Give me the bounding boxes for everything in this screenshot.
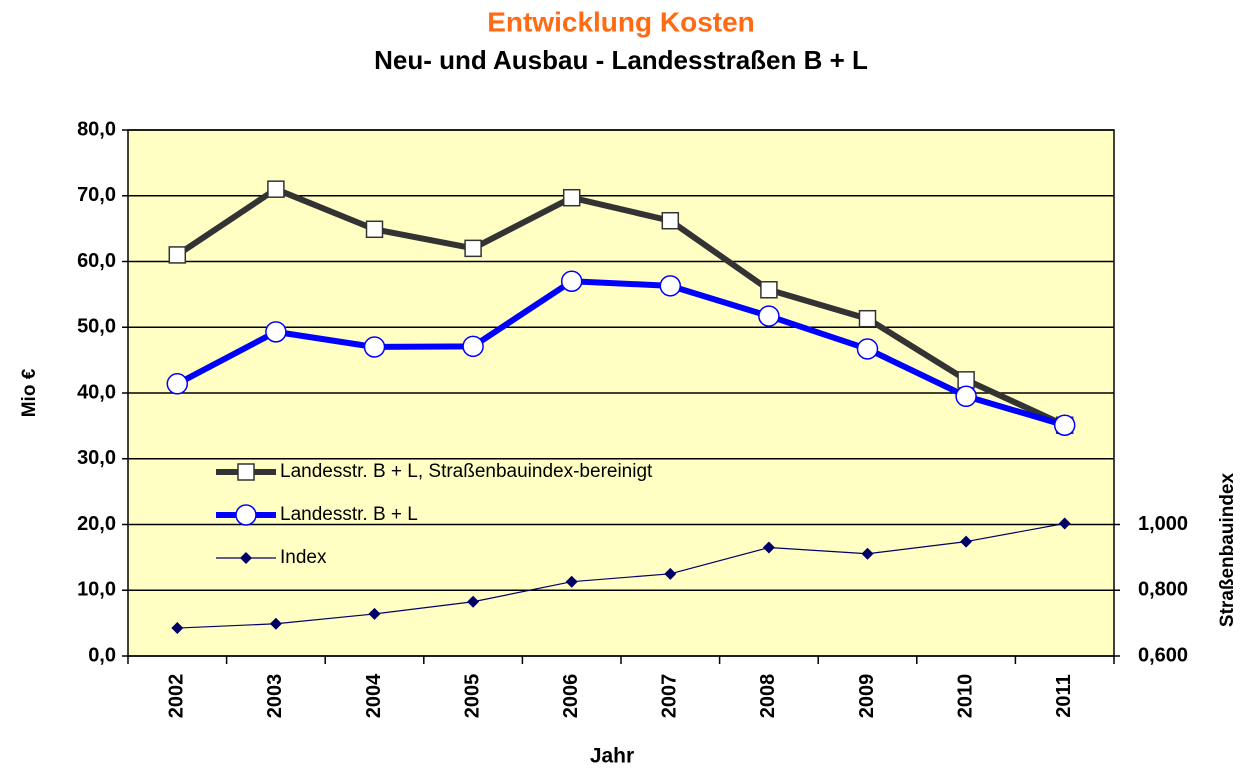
y-tick-label: 30,0 [77,447,116,469]
marker [760,281,778,299]
y-tick-label: 20,0 [77,513,116,535]
x-tick-label: 2008 [757,674,779,719]
y-tick-label: 80,0 [77,118,116,140]
marker [265,321,287,343]
marker [168,246,187,264]
marker [363,336,386,358]
y-axis-label: Mio € [19,368,40,417]
legend-label: Index [280,547,327,568]
marker [368,607,381,620]
chart-title: Entwicklung Kosten [487,6,755,37]
marker [1058,517,1071,530]
marker [664,567,677,580]
y2-tick-label: 0,800 [1138,579,1188,601]
marker [267,180,285,198]
marker [365,220,384,239]
legend-label: Landesstr. B + L, Straßenbauindex-berein… [280,461,653,482]
series-line [175,278,1066,429]
marker [858,309,877,328]
marker [166,373,189,395]
y-tick-label: 50,0 [77,316,116,338]
y-tick-label: 40,0 [77,381,116,403]
marker [269,617,282,630]
x-tick-label: 2009 [856,674,878,719]
marker [237,463,255,481]
y-tick-label: 0,0 [88,644,116,666]
x-tick-label: 2005 [461,674,483,719]
x-tick-label: 2007 [659,674,681,719]
marker [955,385,977,408]
marker [235,504,257,526]
chart-subtitle: Neu- und Ausbau - Landesstraßen B + L [374,45,868,75]
marker [467,595,480,608]
y2-tick-label: 0,600 [1138,644,1188,666]
marker [565,575,578,588]
marker [171,622,184,635]
x-tick-label: 2006 [560,674,582,719]
x-axis-label: Jahr [590,745,634,768]
marker [659,275,682,297]
legend-label: Landesstr. B + L [280,504,418,525]
x-tick-label: 2003 [264,674,286,719]
marker [1053,414,1076,436]
y-tick-label: 70,0 [77,184,116,206]
marker [957,371,975,389]
y2-tick-label: 1,000 [1138,513,1188,535]
x-tick-label: 2010 [954,674,976,719]
x-tick-label: 2011 [1053,674,1075,717]
y-tick-label: 10,0 [77,579,116,601]
marker [560,270,583,292]
marker [960,535,973,548]
y2-axis-label: Straßenbauindex [1217,473,1238,628]
x-tick-label: 2004 [363,673,385,718]
series-line [175,186,1066,428]
marker [856,338,879,360]
marker [464,239,482,258]
series-line [177,522,1065,629]
y-tick-label: 60,0 [77,250,116,272]
marker [562,188,581,207]
x-tick-label: 2002 [166,674,188,719]
marker [462,335,484,358]
marker [661,211,680,230]
marker [861,547,874,560]
marker [758,305,780,327]
marker [762,541,775,554]
marker [240,552,252,564]
